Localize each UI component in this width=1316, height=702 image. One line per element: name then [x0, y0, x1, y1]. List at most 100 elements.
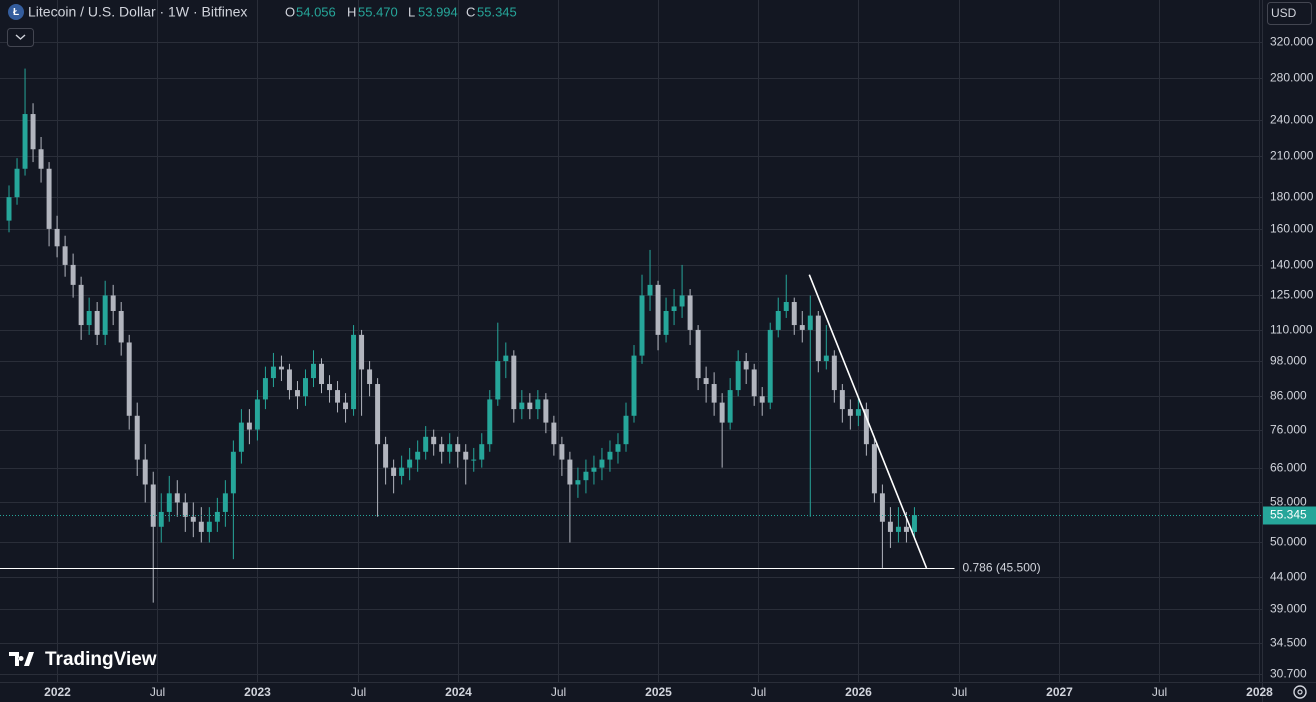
candle-body — [102, 295, 108, 335]
candle-body — [94, 310, 100, 335]
candle-body — [431, 436, 437, 445]
candle-body — [711, 384, 717, 403]
settings-button[interactable] — [1293, 685, 1307, 699]
candle-body — [719, 402, 725, 423]
candle-body — [230, 451, 236, 494]
x-tick-label: 2022 — [44, 685, 71, 699]
candle-body — [799, 325, 805, 330]
candle-body — [727, 390, 733, 423]
candle-body — [871, 444, 877, 494]
candle-body — [735, 361, 741, 391]
candle-body — [439, 444, 445, 452]
candle-body — [294, 390, 300, 397]
candle-body — [375, 384, 381, 445]
settings-icon-core — [1297, 689, 1303, 695]
x-tick-label: 2024 — [445, 685, 472, 699]
candle-body — [527, 402, 533, 410]
y-tick-label: 320.000 — [1270, 35, 1314, 49]
header: Ł Litecoin / U.S. Dollar · 1W · Bitfinex… — [7, 4, 517, 47]
candle-body — [70, 264, 76, 285]
candle-body — [254, 399, 260, 430]
y-tick-label: 160.000 — [1270, 222, 1314, 236]
currency-label: USD — [1271, 6, 1297, 20]
candle-body — [214, 511, 220, 522]
candle-body — [423, 436, 429, 452]
x-tick-label: Jul — [751, 685, 766, 699]
candle-body — [863, 409, 869, 445]
candle-body — [126, 342, 132, 416]
candle-body — [447, 444, 453, 452]
candle-body — [6, 197, 12, 221]
candle-body — [887, 521, 893, 532]
candle-body — [575, 480, 581, 485]
logo-glyph — [9, 652, 34, 666]
y-tick-label: 44.000 — [1270, 570, 1307, 584]
y-tick-label: 240.000 — [1270, 113, 1314, 127]
y-tick-label: 140.000 — [1270, 258, 1314, 272]
last-price-label: 55.345 — [1270, 508, 1307, 522]
candle-body — [751, 369, 757, 397]
y-tick-label: 110.000 — [1270, 323, 1313, 337]
currency-box — [1267, 2, 1312, 25]
candle-body — [415, 451, 421, 460]
candle-body — [535, 399, 541, 410]
candle-body — [174, 493, 180, 503]
candle-body — [559, 444, 565, 460]
candle-body — [759, 396, 765, 403]
x-tick-label: Jul — [150, 685, 165, 699]
candle-body — [647, 284, 653, 296]
candle-body — [367, 369, 373, 385]
x-tick-label: Jul — [1152, 685, 1167, 699]
trend-line — [808, 274, 928, 569]
candle-body — [551, 422, 557, 445]
candle-body — [639, 295, 645, 356]
candle-body — [607, 451, 613, 460]
candle-body — [503, 355, 509, 362]
candle-body — [663, 310, 669, 335]
x-tick-label: 2027 — [1046, 685, 1073, 699]
ohlc-value: 53.994 — [418, 4, 458, 19]
candle-body — [775, 310, 781, 330]
y-tick-label: 86.000 — [1270, 389, 1307, 403]
ohlc-label: C — [466, 4, 475, 19]
candle-body — [679, 295, 685, 307]
candle-body — [791, 302, 797, 326]
candle-body — [22, 114, 28, 169]
candle-body — [687, 295, 693, 330]
candle-body — [166, 493, 172, 512]
candle-body — [327, 384, 333, 391]
candle-body — [54, 228, 60, 247]
collapse-button[interactable] — [7, 28, 34, 47]
candle-body — [190, 516, 196, 522]
x-tick-label: Jul — [952, 685, 967, 699]
ohlc-label: L — [408, 4, 415, 19]
candle-body — [815, 315, 821, 362]
candle-body — [623, 415, 629, 445]
ohlc-value: 54.056 — [296, 4, 336, 19]
candle-body — [246, 422, 252, 430]
y-tick-label: 180.000 — [1270, 190, 1314, 204]
candle-body — [911, 515, 917, 532]
candle-body — [543, 399, 549, 423]
candle-body — [495, 361, 501, 400]
logo-text: TradingView — [45, 649, 157, 670]
candle-body — [855, 409, 861, 416]
candle-body — [110, 295, 116, 311]
candle-body — [30, 114, 36, 150]
candle-body — [46, 168, 52, 229]
candle-body — [591, 467, 597, 472]
candle-body — [615, 444, 621, 452]
candle-body — [599, 459, 605, 468]
candle-body — [150, 484, 156, 527]
y-tick-label: 125.000 — [1270, 288, 1314, 302]
currency-button[interactable]: USD — [1267, 2, 1312, 25]
candle-body — [343, 402, 349, 410]
ohlc-label: H — [347, 4, 356, 19]
x-tick-label: 2025 — [645, 685, 672, 699]
y-tick-label: 76.000 — [1270, 423, 1307, 437]
x-tick-label: 2028 — [1246, 685, 1273, 699]
candle-body — [519, 402, 525, 410]
ohlc-value: 55.345 — [477, 4, 517, 19]
settings-icon — [1293, 685, 1307, 699]
candle-body — [831, 355, 837, 391]
